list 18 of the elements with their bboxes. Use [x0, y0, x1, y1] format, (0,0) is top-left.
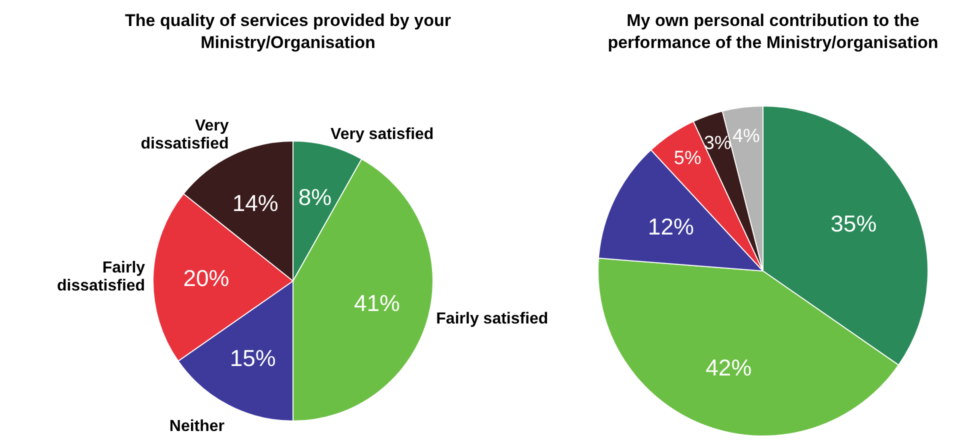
data-label: 12%: [648, 213, 694, 240]
data-label: 35%: [830, 210, 877, 237]
data-label: 8%: [298, 184, 332, 210]
chart-title: My own personal contribution to the performance of the Ministry/organisation: [606, 10, 940, 54]
slice-label: Very dissatisfied: [140, 117, 229, 152]
slice-label: Neither: [169, 418, 225, 435]
data-label: 5%: [674, 148, 702, 170]
chart-title: The quality of services provided by your Ministry/Organisation: [124, 10, 452, 54]
slice-label: Fairly dissatisfied: [57, 258, 146, 294]
data-label: 41%: [354, 290, 400, 316]
data-label: 15%: [230, 344, 276, 371]
data-label: 3%: [704, 133, 732, 154]
slice-label: Fairly satisfied: [436, 310, 548, 328]
data-label: 20%: [183, 265, 230, 292]
data-label: 4%: [732, 126, 760, 148]
data-label: 42%: [706, 354, 752, 380]
data-label: 14%: [232, 190, 278, 216]
slice-label: Very satisfied: [330, 125, 434, 142]
